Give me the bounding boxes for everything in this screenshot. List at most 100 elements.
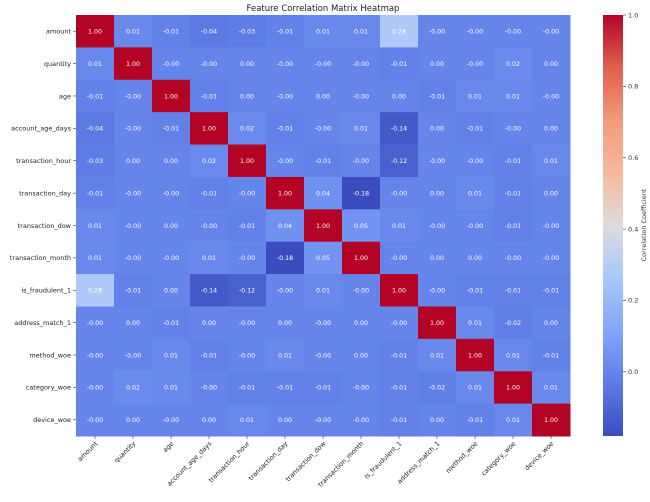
heatmap-cell: [494, 176, 533, 210]
cell-value-label: -0.12: [391, 158, 407, 165]
heatmap-cell: [532, 144, 571, 178]
heatmap-cell: [228, 241, 267, 275]
cell-value-label: 0.28: [88, 288, 102, 295]
cell-value-label: -0.00: [277, 61, 293, 68]
heatmap-cell: [152, 403, 191, 437]
heatmap-cell: [494, 112, 533, 146]
cell-value-label: 0.01: [354, 126, 368, 133]
cell-value-label: 0.05: [354, 223, 368, 230]
heatmap-cell: [152, 176, 191, 210]
cell-value-label: 0.00: [278, 320, 292, 327]
cell-value-label: 0.01: [506, 93, 520, 100]
heatmap-cell: [418, 47, 457, 81]
cell-value-label: -0.00: [543, 28, 559, 35]
heatmap-cell: [190, 112, 229, 146]
cell-value-label: 0.01: [506, 352, 520, 359]
cell-value-label: 0.01: [468, 93, 482, 100]
heatmap-cell: [342, 403, 381, 437]
y-tick-label: method_woe: [29, 351, 71, 359]
cell-value-label: -0.00: [125, 223, 141, 230]
x-tick-label: amount: [76, 439, 100, 463]
y-tick-label: transaction_month: [10, 254, 71, 262]
heatmap-cell: [266, 403, 305, 437]
cell-value-label: -0.01: [391, 61, 407, 68]
heatmap-cell: [494, 371, 533, 405]
column-labels: amount quantity ageaccount_age_daystransac…: [76, 436, 555, 489]
heatmap-cell: [190, 15, 229, 48]
colorbar: [603, 15, 623, 436]
heatmap-cell: [266, 47, 305, 81]
heatmap-cells: 1.00 0.01 -0.01 -0.04 -0.03 -0.01 0.01 0.01 0.28…: [76, 15, 571, 437]
cell-value-label: 1.00: [392, 288, 406, 295]
cell-value-label: -0.00: [239, 352, 255, 359]
y-tick-label: device_woe: [33, 416, 71, 424]
heatmap-cell: [228, 338, 267, 372]
cell-value-label: -0.01: [163, 126, 179, 133]
heatmap-cell: [532, 209, 571, 243]
heatmap-cell: [152, 112, 191, 146]
heatmap-cell: [494, 47, 533, 81]
heatmap-cell: [228, 79, 267, 113]
cell-value-label: 0.00: [164, 158, 178, 165]
y-tick-label: category_woe: [26, 384, 71, 392]
cell-value-label: -0.01: [391, 385, 407, 392]
heatmap-cell: [152, 209, 191, 243]
cell-value-label: -0.01: [391, 417, 407, 424]
y-tick-label: age: [59, 92, 71, 100]
cell-value-label: -0.00: [239, 255, 255, 262]
heatmap-cell: [76, 274, 115, 307]
x-tick-label: age: [161, 440, 175, 454]
cell-value-label: 0.01: [278, 352, 292, 359]
heatmap-cell: [304, 79, 343, 113]
heatmap-cell: [304, 338, 343, 372]
cell-value-label: -0.01: [429, 93, 445, 100]
heatmap-cell: [342, 209, 381, 243]
heatmap-cell: [456, 144, 495, 178]
cell-value-label: -0.00: [87, 417, 103, 424]
colorbar-tick-label: 0.2: [628, 297, 638, 305]
heatmap-cell: [418, 241, 457, 275]
heatmap-cell: [266, 209, 305, 243]
cell-value-label: -0.01: [315, 158, 331, 165]
heatmap-cell: [456, 338, 495, 372]
heatmap-cell: [494, 144, 533, 178]
heatmap-cell: [342, 306, 381, 340]
cell-value-label: 0.00: [392, 93, 406, 100]
cell-value-label: 0.00: [126, 320, 140, 327]
cell-value-label: 0.01: [240, 417, 254, 424]
cell-value-label: -0.00: [315, 352, 331, 359]
cell-value-label: -0.00: [277, 158, 293, 165]
heatmap-cell: [304, 209, 343, 243]
heatmap-cell: [190, 241, 229, 275]
x-tick-label: quantity: [113, 440, 138, 465]
heatmap-cell: [228, 403, 267, 437]
heatmap-cell: [114, 371, 153, 405]
heatmap-cell: [152, 274, 191, 307]
cell-value-label: 0.00: [468, 255, 482, 262]
cell-value-label: -0.00: [163, 190, 179, 197]
cell-value-label: -0.01: [391, 352, 407, 359]
cell-value-label: 0.02: [506, 61, 520, 68]
cell-value-label: 0.01: [468, 385, 482, 392]
cell-value-label: -0.00: [391, 320, 407, 327]
heatmap-cell: [190, 47, 229, 81]
cell-value-label: -0.14: [391, 126, 407, 133]
heatmap-cell: [418, 79, 457, 113]
cell-value-label: -0.00: [201, 385, 217, 392]
cell-value-label: -0.00: [125, 255, 141, 262]
heatmap-cell: [76, 371, 115, 405]
cell-value-label: -0.04: [201, 28, 217, 35]
heatmap-cell: [266, 144, 305, 178]
cell-value-label: -0.01: [467, 417, 483, 424]
heatmap-cell: [418, 306, 457, 340]
cell-value-label: -0.03: [87, 158, 103, 165]
x-tick-label: method_woe: [444, 440, 479, 475]
cell-value-label: -0.01: [239, 223, 255, 230]
y-tick-label: account_age_days: [11, 125, 71, 133]
y-tick-label: transaction_dow: [18, 222, 72, 230]
heatmap-cell: [152, 371, 191, 405]
heatmap-cell: [380, 274, 419, 307]
colorbar-ticks: 0.0 0.2 0.4 0.6 0.8 1.0: [623, 11, 638, 376]
heatmap-cell: [342, 144, 381, 178]
heatmap-cell: [190, 176, 229, 210]
